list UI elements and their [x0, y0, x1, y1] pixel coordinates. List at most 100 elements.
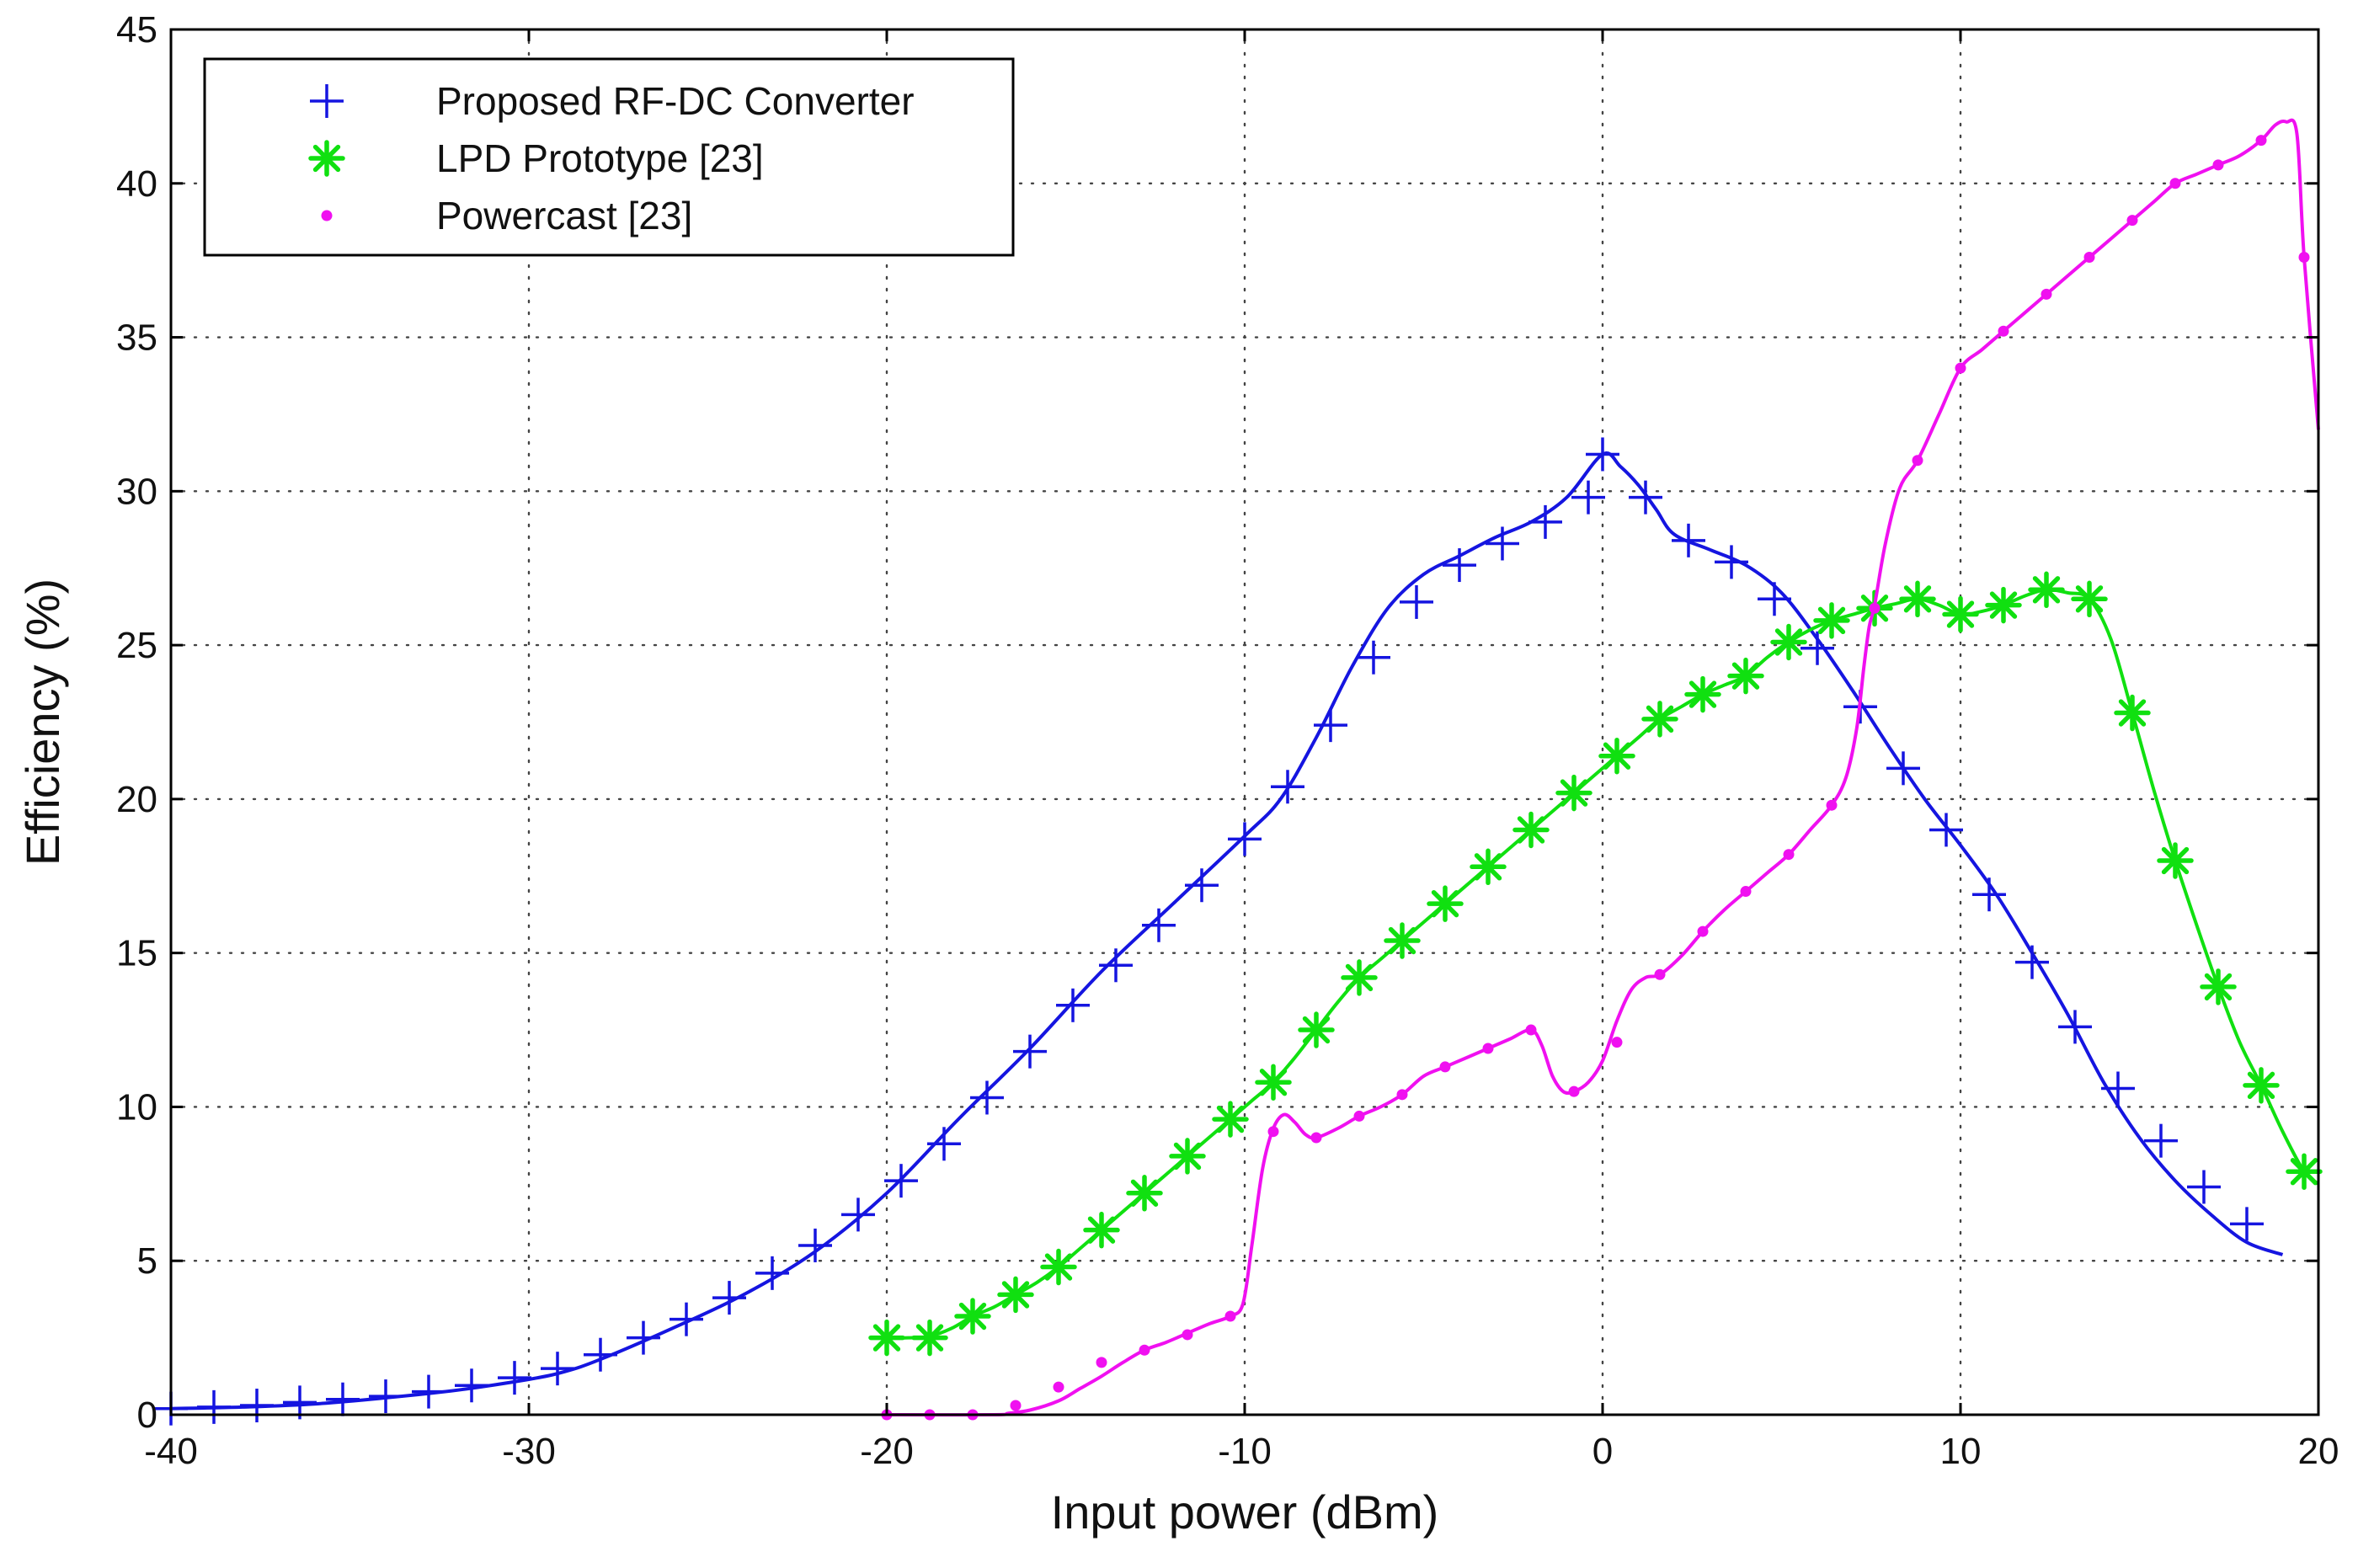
legend-marker-asterisk-icon — [308, 140, 345, 177]
proposed-point — [1228, 822, 1262, 856]
lpd-point — [2243, 1067, 2280, 1104]
lpd-point — [1169, 1138, 1206, 1175]
lpd-point — [1470, 848, 1507, 886]
proposed-point — [1142, 908, 1176, 942]
proposed-point — [541, 1352, 574, 1386]
x-tick-label: -10 — [1218, 1431, 1272, 1472]
proposed-point — [1758, 582, 1791, 616]
powercast-point — [1654, 968, 1666, 980]
series-layer — [154, 118, 2323, 1426]
proposed-point — [2230, 1207, 2264, 1241]
legend-entry-lpd: LPD Prototype [23] — [308, 136, 764, 180]
proposed-point — [884, 1164, 918, 1198]
y-tick-label: 45 — [116, 9, 157, 51]
lpd-point — [1598, 737, 1635, 775]
proposed-point — [1528, 504, 1562, 539]
series-0 — [154, 437, 2284, 1426]
powercast-point — [1869, 602, 1881, 614]
powercast-point — [1611, 1037, 1623, 1048]
lpd-point — [1813, 602, 1850, 639]
y-tick-label: 30 — [116, 471, 157, 512]
proposed-point — [197, 1389, 231, 1424]
lpd-point — [1512, 811, 1550, 849]
powercast-point — [2169, 178, 2181, 189]
powercast-point — [2126, 215, 2138, 227]
powercast-point — [1310, 1132, 1322, 1144]
lpd-point — [1040, 1248, 1077, 1286]
proposed-point — [1357, 640, 1390, 675]
powercast-point — [1010, 1400, 1022, 1411]
powercast-point — [1826, 799, 1838, 811]
powercast-point — [2298, 252, 2310, 264]
proposed-point — [755, 1256, 789, 1290]
legend-marker-dot-icon — [321, 210, 333, 221]
legend-marker-shape — [310, 84, 344, 118]
powercast-point — [1998, 325, 2009, 337]
lpd-point — [954, 1298, 991, 1335]
lpd-point — [1770, 623, 1807, 661]
proposed-point — [369, 1379, 403, 1414]
x-tick-label: -30 — [502, 1431, 556, 1472]
x-tick-label: -40 — [144, 1431, 198, 1472]
proposed-point — [455, 1368, 488, 1403]
y-tick-label: 20 — [116, 779, 157, 820]
proposed-point — [1099, 948, 1133, 983]
y-tick-label: 10 — [116, 1086, 157, 1128]
proposed-point — [1314, 708, 1347, 743]
proposed-point — [2144, 1123, 2178, 1158]
lpd-point — [2114, 694, 2151, 732]
lpd-point — [868, 1319, 905, 1357]
powercast-point — [1224, 1310, 1236, 1322]
powercast-point — [1955, 362, 1966, 374]
lpd-point — [1555, 774, 1592, 812]
proposed-point — [1571, 480, 1605, 515]
x-tick-label: -20 — [860, 1431, 914, 1472]
legend-marker-shape — [308, 140, 345, 177]
proposed-point — [1886, 751, 1920, 786]
proposed-point — [1586, 437, 1619, 472]
proposed-point — [2058, 1010, 2092, 1044]
lpd-point — [1899, 580, 1936, 618]
proposed-point — [798, 1228, 832, 1262]
powercast-point — [1353, 1110, 1365, 1122]
proposed-point — [1400, 584, 1433, 619]
lpd-point — [1727, 657, 1764, 695]
lpd-point — [2028, 571, 2065, 609]
y-tick-label: 0 — [137, 1395, 157, 1436]
powercast-point — [2212, 159, 2224, 171]
proposed-point — [2187, 1170, 2221, 1204]
lpd-point — [911, 1319, 948, 1357]
proposed-point — [712, 1281, 746, 1315]
lpd-point — [1684, 675, 1721, 713]
proposed-point — [1629, 480, 1662, 515]
lpd-point — [1641, 701, 1678, 738]
legend-label-lpd: LPD Prototype [23] — [436, 136, 764, 180]
proposed-point — [627, 1320, 660, 1355]
powercast-point — [1182, 1329, 1193, 1341]
proposed-point — [240, 1389, 274, 1423]
legend-entry-proposed: Proposed RF-DC Converter — [310, 79, 915, 123]
powercast-point — [1439, 1061, 1451, 1073]
proposed-point — [841, 1197, 875, 1232]
powercast-point — [2041, 288, 2052, 300]
lpd-point — [1942, 595, 1979, 633]
powercast-point — [1740, 886, 1752, 898]
powercast-point — [1053, 1381, 1064, 1393]
proposed-point — [1443, 548, 1476, 583]
lpd-point — [1341, 959, 1378, 996]
x-tick-label: 0 — [1592, 1431, 1613, 1472]
legend: Proposed RF-DC Converter LPD Prototype [… — [203, 57, 1015, 257]
powercast-point — [1139, 1344, 1150, 1356]
proposed-point — [1185, 868, 1219, 903]
lpd-point — [2157, 842, 2194, 879]
y-axis-title: Efficiency (%) — [16, 579, 69, 866]
proposed-point — [498, 1361, 531, 1395]
powercast-point — [1525, 1024, 1537, 1036]
powercast-point — [1267, 1126, 1279, 1138]
proposed-point — [927, 1127, 961, 1161]
powercast-point — [2083, 252, 2095, 264]
proposed-point — [670, 1302, 703, 1336]
y-tick-label: 15 — [116, 933, 157, 974]
legend-marker-shape — [321, 210, 333, 221]
